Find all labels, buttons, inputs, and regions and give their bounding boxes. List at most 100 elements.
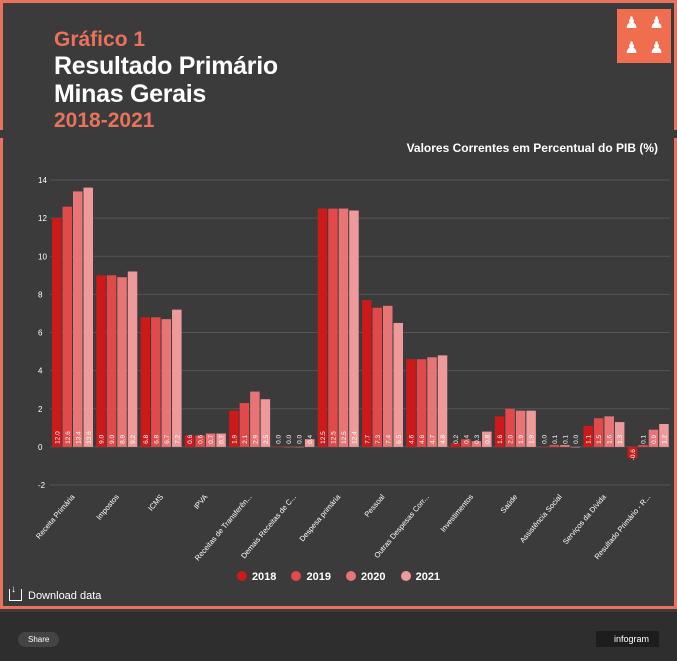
data-label: 0.4 [463,434,470,443]
y-tick-label: 10 [38,252,47,261]
data-label: 6.8 [153,434,160,443]
data-label: 1.9 [518,434,525,443]
bar-2021 [614,422,625,447]
legend-label: 2020 [361,571,386,583]
data-label: 1.9 [231,434,238,443]
bar-2018 [140,317,151,447]
bar-2020 [294,446,304,448]
bar-2019 [416,359,427,447]
bar-2019 [593,418,604,447]
data-label: 0.0 [286,434,293,443]
bar-2018 [96,275,106,447]
bar-2020 [560,444,570,447]
data-label: 7.3 [375,434,382,443]
data-label: 0.0 [541,434,548,443]
bar-2020 [161,319,172,447]
y-tick-label: 4 [38,367,43,376]
bar-2020 [250,391,260,447]
data-label: 0.0 [276,434,283,443]
bar-2021 [83,187,93,447]
data-label: 9.2 [130,434,137,443]
data-label: 1.5 [596,434,603,443]
download-label: Download data [28,590,102,602]
legend-swatch [291,571,302,581]
bar-2019 [372,307,382,447]
data-label: 9.0 [109,434,116,443]
x-tick-label: Pessoal [362,492,386,518]
bar-2018 [317,208,328,447]
data-label: 4.7 [430,434,437,443]
chart-subtitle: Valores Correntes em Percentual do PIB (… [406,141,658,155]
x-tick-label: Receita Primária [34,492,77,541]
y-tick-label: 12 [38,214,47,223]
legend-item-2019[interactable]: 2019 [291,571,331,583]
bar-2021 [482,431,492,447]
bar-2018 [229,410,239,447]
chart-header: Gráfico 1 Resultado Primário Minas Gerai… [54,28,278,134]
data-label: 12.6 [65,431,72,444]
data-label: 12.5 [330,431,337,444]
y-tick-label: 2 [38,405,43,414]
data-label: 0.3 [474,434,481,443]
brand-logo-icon: ♟ ♟ ♟ ♟ [617,9,671,63]
data-label: 6.5 [396,434,403,443]
bar-2021 [172,309,182,447]
bar-2020 [383,305,393,447]
data-label: 1.3 [617,434,624,443]
bar-2018 [627,446,638,459]
y-tick-label: 0 [38,443,43,452]
bar-2020 [471,441,482,447]
legend-item-2018[interactable]: 2018 [236,571,277,583]
legend-label: 2019 [306,571,331,583]
title-divider [0,130,677,138]
x-tick-label: Despesa primária [298,492,343,543]
bar-2021 [127,271,138,447]
bar-2018 [362,300,372,447]
data-label: 7.7 [364,434,371,443]
legend-item-2021[interactable]: 2021 [400,571,441,583]
data-label: 8.9 [120,434,127,443]
data-label: 1.6 [607,434,614,443]
person-icon: ♟ [624,40,639,57]
data-label: 0.7 [219,434,226,443]
data-label: 0.4 [307,434,314,443]
x-tick-label: IPVA [192,493,210,511]
bar-2020 [73,191,83,447]
y-tick-label: 8 [38,290,43,299]
data-label: 0.6 [187,434,194,443]
data-label: 0.8 [484,434,491,443]
bar-2021 [260,399,271,447]
bar-2020 [604,416,614,447]
bar-2019 [505,408,515,447]
legend-label: 2018 [251,571,277,583]
bar-2021 [659,424,669,447]
data-label: 13.4 [75,431,82,444]
chart-kicker: Gráfico 1 [54,28,146,51]
share-button[interactable]: Share [18,632,60,647]
bar-2020 [427,357,437,447]
data-label: 0.0 [573,434,580,443]
legend-item-2020[interactable]: 2020 [346,571,386,583]
infogram-brand-link[interactable]: infogram [595,631,659,647]
bar-2018 [273,446,283,448]
data-label: 1.2 [661,434,668,443]
x-tick-label: ICMS [146,493,165,513]
bar-chart: 14 12 10 8 6 4 2 0 -2 12.0 12.6 13.4 13.6 Receita Pri… [34,176,670,562]
bar-2018 [494,416,505,447]
data-label: 12.5 [341,431,348,444]
legend-label: 2021 [415,571,441,583]
legend-swatch [346,571,357,581]
bar-2021 [437,355,448,447]
person-icon: ♟ [649,15,664,32]
bar-2019 [106,275,117,447]
chart-years: 2018-2021 [54,109,155,132]
data-label: 0.9 [651,434,658,443]
bar-2019 [328,208,338,447]
data-label: 2.0 [508,434,515,443]
legend-swatch [400,571,411,581]
download-data-button[interactable]: Download data [9,584,102,602]
data-label: 0.6 [198,434,205,443]
y-tick-label: 6 [38,329,43,338]
bar-2020 [117,277,127,447]
bar-2018 [450,443,461,447]
